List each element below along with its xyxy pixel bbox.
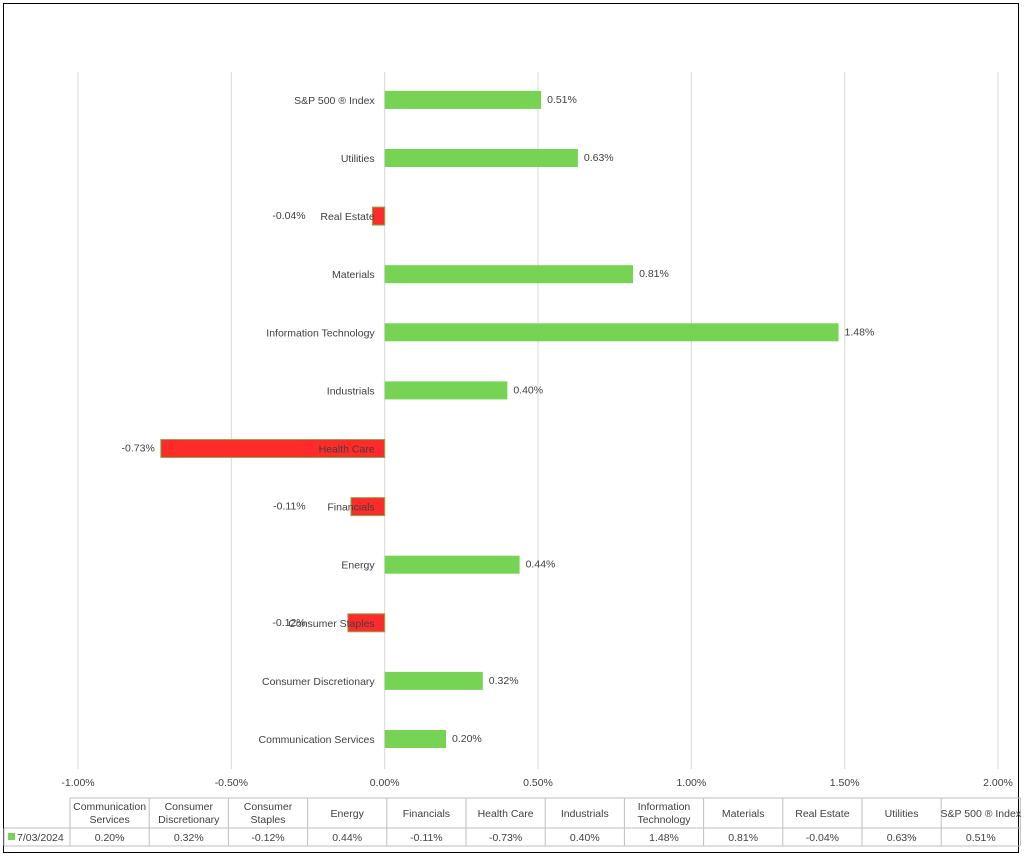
category-label-6: Industrials [327, 385, 375, 397]
table-value-0: 0.20% [95, 832, 125, 844]
table-value-6: 0.40% [570, 832, 600, 844]
table-header-11: S&P 500 ® Index [941, 808, 1022, 820]
table-header-1-line2: Discretionary [158, 814, 220, 826]
table-value-9: -0.04% [806, 832, 839, 844]
bar-3 [384, 555, 520, 574]
category-label-4: Financials [327, 502, 374, 514]
x-tick-label-0: -1.00% [61, 777, 94, 789]
bar-2 [347, 613, 386, 633]
table-header-2-line2: Staples [250, 814, 285, 826]
category-label-1: Consumer Discretionary [262, 676, 375, 688]
table-value-10: 0.63% [887, 832, 917, 844]
legend-swatch [8, 833, 15, 840]
bar-7 [384, 323, 839, 342]
x-tick-label-6: 2.00% [983, 777, 1013, 789]
bar-4 [350, 497, 386, 517]
table-header-0-line1: Communication [73, 801, 146, 813]
data-label-8: 0.81% [639, 268, 669, 280]
data-label-7: 1.48% [845, 326, 875, 338]
bar-6 [384, 381, 508, 400]
table-value-8: 0.81% [728, 832, 758, 844]
category-label-5: Health Care [319, 444, 375, 456]
table-header-5: Health Care [478, 808, 534, 820]
chart-frame [3, 3, 1019, 853]
table-header-8: Materials [722, 808, 765, 820]
table-value-3: 0.44% [332, 832, 362, 844]
table-header-7-line2: Technology [637, 814, 691, 826]
x-tick-label-4: 1.00% [676, 777, 706, 789]
table-header-2-line1: Consumer [244, 801, 293, 813]
category-label-9: Real Estate [320, 211, 374, 223]
data-label-2: -0.12% [272, 617, 305, 629]
data-label-3: 0.44% [526, 559, 556, 571]
x-tick-label-5: 1.50% [830, 777, 860, 789]
data-label-5: -0.73% [122, 443, 155, 455]
bar-10 [384, 149, 578, 167]
table-value-4: -0.11% [410, 832, 443, 844]
data-label-1: 0.32% [489, 675, 519, 687]
category-label-7: Information Technology [266, 327, 375, 339]
table-value-1: 0.32% [174, 832, 204, 844]
bar-0 [384, 730, 446, 748]
bar-5 [160, 439, 386, 458]
category-label-10: Utilities [341, 153, 375, 165]
x-tick-label-2: 0.00% [370, 777, 400, 789]
table-value-5: -0.73% [489, 832, 522, 844]
data-label-9: -0.04% [272, 210, 305, 222]
x-tick-label-3: 0.50% [523, 777, 553, 789]
bar-11 [384, 90, 542, 109]
legend-label: 7/03/2024 [17, 832, 64, 844]
category-label-2: Consumer Staples [288, 618, 374, 630]
data-label-4: -0.11% [273, 501, 306, 513]
category-label-8: Materials [332, 269, 375, 281]
table-header-9: Real Estate [795, 808, 849, 820]
data-label-0: 0.20% [452, 733, 482, 745]
table-header-3: Energy [331, 808, 365, 820]
table-value-2: -0.12% [251, 832, 284, 844]
table-header-10: Utilities [885, 808, 919, 820]
table-header-1-line1: Consumer [165, 801, 214, 813]
category-label-11: S&P 500 ® Index [294, 95, 375, 107]
data-label-10: 0.63% [584, 152, 614, 164]
bar-1 [384, 671, 483, 690]
table-header-7-line1: Information [638, 801, 691, 813]
table-value-7: 1.48% [649, 832, 679, 844]
table-header-0-line2: Services [89, 814, 129, 826]
data-label-11: 0.51% [547, 94, 577, 106]
category-label-0: Communication Services [259, 734, 375, 746]
table-value-11: 0.51% [966, 832, 996, 844]
bar-9 [371, 206, 386, 226]
table-header-6: Industrials [561, 808, 609, 820]
x-tick-label-1: -0.50% [215, 777, 248, 789]
data-label-6: 0.40% [513, 384, 543, 396]
bar-8 [384, 265, 634, 284]
category-label-3: Energy [341, 560, 375, 572]
table-header-4: Financials [403, 808, 450, 820]
